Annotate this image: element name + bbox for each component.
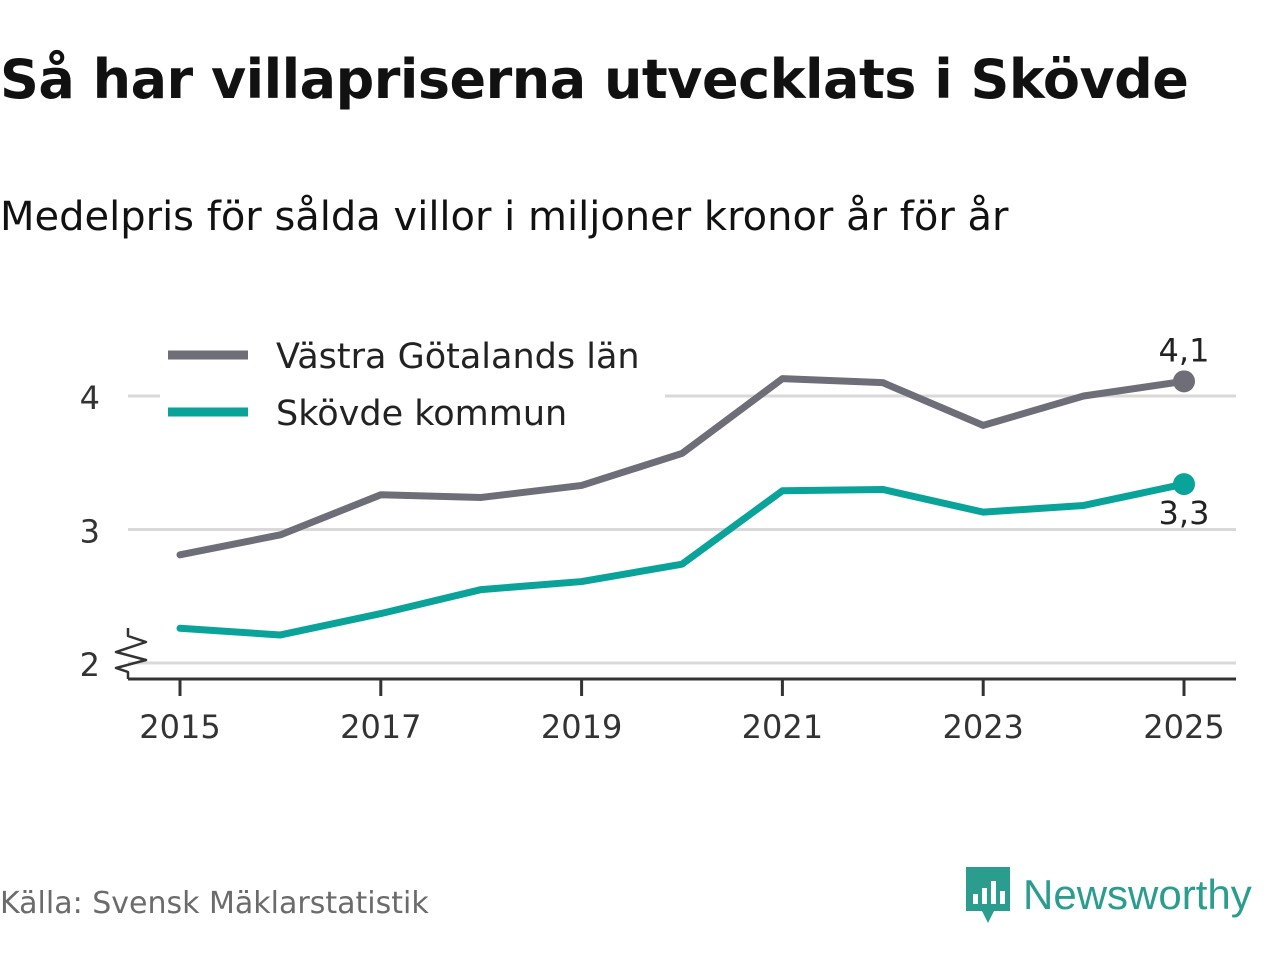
legend-background: [160, 322, 665, 437]
legend-label: Västra Götalands län: [276, 337, 640, 377]
y-tick-label: 4: [80, 379, 100, 417]
chart-title: Så har villapriserna utvecklats i Skövde: [0, 48, 1189, 111]
axis-break-icon: [114, 628, 148, 679]
legend-label: Skövde kommun: [276, 394, 567, 434]
end-value-label: 4,1: [1159, 331, 1210, 369]
chart-subtitle: Medelpris för sålda villor i miljoner kr…: [0, 194, 1009, 240]
line-chart: 2 3 4 Västra Götalands län Skövde kommun 20…: [79, 322, 1236, 746]
x-tick-label: 2023: [942, 708, 1023, 746]
series-line: [176, 375, 1188, 559]
x-tick-label: 2025: [1143, 708, 1224, 746]
newsworthy-logo-icon: [966, 867, 1010, 923]
series-line: [176, 480, 1188, 639]
end-value-label: 3,3: [1159, 494, 1210, 532]
source-note: Källa: Svensk Mäklarstatistik: [0, 886, 429, 921]
y-tick-label: 2: [80, 646, 100, 684]
lines-layer: [176, 370, 1195, 639]
x-tick-label: 2021: [742, 708, 823, 746]
x-axis: 2015 2017 2019 2021 2023 2025: [114, 628, 1236, 746]
brand-name: Newsworthy: [1023, 871, 1252, 918]
y-tick-label: 3: [80, 513, 100, 551]
x-tick-label: 2017: [340, 708, 421, 746]
legend: Västra Götalands län Skövde kommun: [160, 322, 665, 437]
x-tick-label: 2015: [139, 708, 220, 746]
newsworthy-brand[interactable]: Newsworthy: [963, 862, 1252, 928]
series-end-point: [1173, 473, 1195, 496]
end-labels: 4,1 3,3: [1159, 331, 1210, 532]
x-tick-label: 2019: [541, 708, 622, 746]
series-end-point: [1173, 370, 1195, 393]
grid-layer: 2 3 4: [80, 379, 1236, 684]
